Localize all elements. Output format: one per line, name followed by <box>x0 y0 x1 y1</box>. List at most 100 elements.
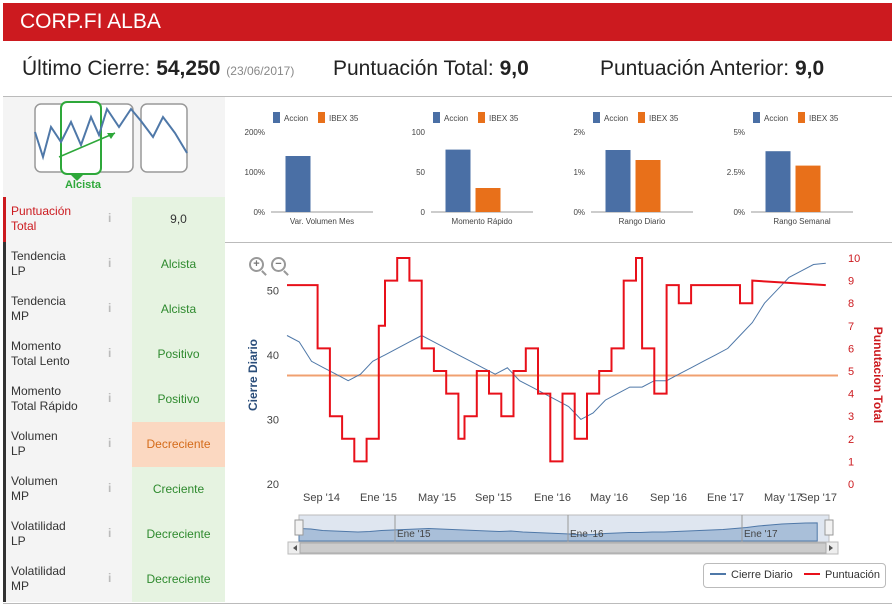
navigator-right-handle[interactable] <box>824 519 834 536</box>
y-right-tick: 5 <box>848 366 854 378</box>
indicator-label-line: Volatilidad <box>11 519 66 533</box>
legend-swatch-ibex <box>318 112 325 123</box>
x-tick-label: Sep '15 <box>475 492 512 504</box>
close-series-line <box>286 262 826 421</box>
indicator-label-line: LP <box>11 264 26 278</box>
legend-swatch-accion <box>433 112 440 123</box>
info-icon[interactable]: i <box>108 571 112 585</box>
info-icon[interactable]: i <box>108 526 112 540</box>
indicator-label-line: Volatilidad <box>11 564 66 578</box>
main-chart-legend[interactable]: Cierre Diario Puntuación <box>703 563 886 588</box>
navigator-series <box>298 522 818 542</box>
tick-label: 0% <box>573 208 585 217</box>
legend-accion: Accion <box>284 114 309 123</box>
y-right-tick: 6 <box>848 343 854 355</box>
indicator-value: Alcista <box>132 287 225 332</box>
legend-line-close <box>710 573 726 575</box>
indicator-label-line: Volumen <box>11 429 58 443</box>
x-tick-label: Sep '16 <box>650 492 687 504</box>
navigator[interactable] <box>298 514 830 543</box>
indicator-value: Positivo <box>132 332 225 377</box>
indicator-label-line: Tendencia <box>11 249 66 263</box>
legend-ibex: IBEX 35 <box>329 114 359 123</box>
legend-swatch-accion <box>753 112 760 123</box>
info-icon[interactable]: i <box>108 346 112 360</box>
scrollbar-thumb[interactable] <box>299 542 827 554</box>
legend-close-label[interactable]: Cierre Diario <box>731 569 793 581</box>
legend-ibex: IBEX 35 <box>809 114 839 123</box>
mini-chart-momentum: Accion IBEX 35 0 50 100 Momento Rápido <box>393 104 558 234</box>
daily-range-bar-chart: 0% 1% 2% Rango Diario <box>573 128 693 226</box>
y-right-tick: 10 <box>848 253 860 265</box>
tick-label: 2% <box>573 128 585 137</box>
tick-label: 0% <box>253 208 265 217</box>
chart-title: Rango Semanal <box>773 217 831 226</box>
info-icon[interactable]: i <box>108 211 112 225</box>
indicator-value: Decreciente <box>132 422 225 467</box>
y-left-tick: 20 <box>267 479 279 491</box>
info-icon[interactable]: i <box>108 481 112 495</box>
scrollbar-track[interactable] <box>287 541 839 555</box>
zoom-out-icon[interactable]: − <box>271 257 286 272</box>
indicator-table: Puntuación Total i 9,0 Tendencia LP i Alcista Te… <box>3 197 225 602</box>
tick-label: 50 <box>416 168 425 177</box>
indicator-label-line: Total Rápido <box>11 399 78 413</box>
indicator-row: Puntuación Total i 9,0 <box>3 197 225 242</box>
ibex-bar <box>795 165 821 212</box>
legend-score-label[interactable]: Puntuación <box>825 569 881 581</box>
info-icon[interactable]: i <box>108 256 112 270</box>
scroll-left-icon[interactable] <box>293 545 297 551</box>
ibex-bar <box>475 188 501 212</box>
indicator-label-line: LP <box>11 534 26 548</box>
info-icon[interactable]: i <box>108 391 112 405</box>
y-left-tick: 30 <box>267 414 279 426</box>
trend-label: Alcista <box>64 179 102 191</box>
legend-swatch-accion <box>593 112 600 123</box>
indicator-value: Creciente <box>132 467 225 512</box>
y-right-tick: 7 <box>848 321 854 333</box>
y-right-tick: 9 <box>848 276 854 288</box>
navigator-label: Ene '17 <box>744 529 778 540</box>
summary-bar: Último Cierre: 54,250 (23/06/2017) Puntu… <box>0 52 895 92</box>
indicator-row: Tendencia LP i Alcista <box>3 242 225 287</box>
last-close-value: 54,250 <box>156 57 221 80</box>
legend-ibex: IBEX 35 <box>649 114 679 123</box>
indicator-row: Volatilidad MP i Decreciente <box>3 557 225 602</box>
indicator-label-line: Tendencia <box>11 294 66 308</box>
indicator-label: Momento Total Rápido <box>3 377 132 422</box>
indicator-label-line: Momento <box>11 384 62 398</box>
info-icon[interactable]: i <box>108 301 112 315</box>
tick-label: 100 <box>412 128 426 137</box>
tick-label: 1% <box>573 168 585 177</box>
company-title: CORP.FI ALBA <box>20 10 161 33</box>
y-right-title: Punutacion Total <box>871 327 885 423</box>
last-close: Último Cierre: 54,250 (23/06/2017) <box>22 57 294 81</box>
tick-label: 5% <box>733 128 745 137</box>
indicator-label-line: Total <box>11 219 37 233</box>
legend-ibex: IBEX 35 <box>489 114 519 123</box>
navigator-left-handle[interactable] <box>294 519 304 536</box>
y-right-tick: 3 <box>848 411 854 423</box>
indicator-value: Alcista <box>132 242 225 287</box>
indicator-value: Positivo <box>132 377 225 422</box>
indicator-label-line: Total Lento <box>11 354 70 368</box>
chart-title: Rango Diario <box>619 217 666 226</box>
legend-line-score <box>804 573 820 575</box>
scroll-right-icon[interactable] <box>829 545 833 551</box>
zoom-in-icon[interactable]: + <box>249 257 264 272</box>
mini-chart-daily-range: Accion IBEX 35 0% 1% 2% Rango Diario <box>553 104 718 234</box>
legend-swatch-ibex <box>798 112 805 123</box>
x-tick-label: May '15 <box>418 492 456 504</box>
indicator-label: Volatilidad LP <box>3 512 132 557</box>
accion-bar <box>765 151 791 212</box>
y-left-title: Cierre Diario <box>246 339 260 411</box>
tick-label: 200% <box>245 128 265 137</box>
info-icon[interactable]: i <box>108 436 112 450</box>
total-score-label: Puntuación Total: <box>333 57 494 80</box>
y-right-tick: 1 <box>848 456 854 468</box>
indicator-label: Volumen LP <box>3 422 132 467</box>
tick-label: 0% <box>733 208 745 217</box>
divider <box>3 603 892 604</box>
momentum-bar-chart: 0 50 100 Momento Rápido <box>412 128 533 226</box>
weekly-range-bar-chart: 0% 2.5% 5% Rango Semanal <box>727 128 853 226</box>
